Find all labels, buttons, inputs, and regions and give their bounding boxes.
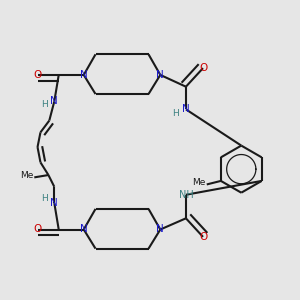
Text: N: N bbox=[50, 96, 58, 106]
Text: Me: Me bbox=[20, 171, 34, 180]
Text: H: H bbox=[41, 100, 48, 109]
Text: O: O bbox=[33, 224, 42, 235]
Text: O: O bbox=[33, 70, 42, 80]
Text: N: N bbox=[156, 224, 164, 235]
Text: O: O bbox=[199, 232, 207, 242]
Text: NH: NH bbox=[178, 190, 193, 200]
Text: H: H bbox=[172, 109, 179, 118]
Text: N: N bbox=[182, 104, 190, 114]
Text: N: N bbox=[80, 224, 88, 235]
Text: N: N bbox=[80, 70, 88, 80]
Text: H: H bbox=[41, 194, 48, 203]
Text: O: O bbox=[199, 63, 207, 73]
Text: Me: Me bbox=[192, 178, 206, 188]
Text: N: N bbox=[156, 70, 164, 80]
Text: N: N bbox=[50, 198, 58, 208]
